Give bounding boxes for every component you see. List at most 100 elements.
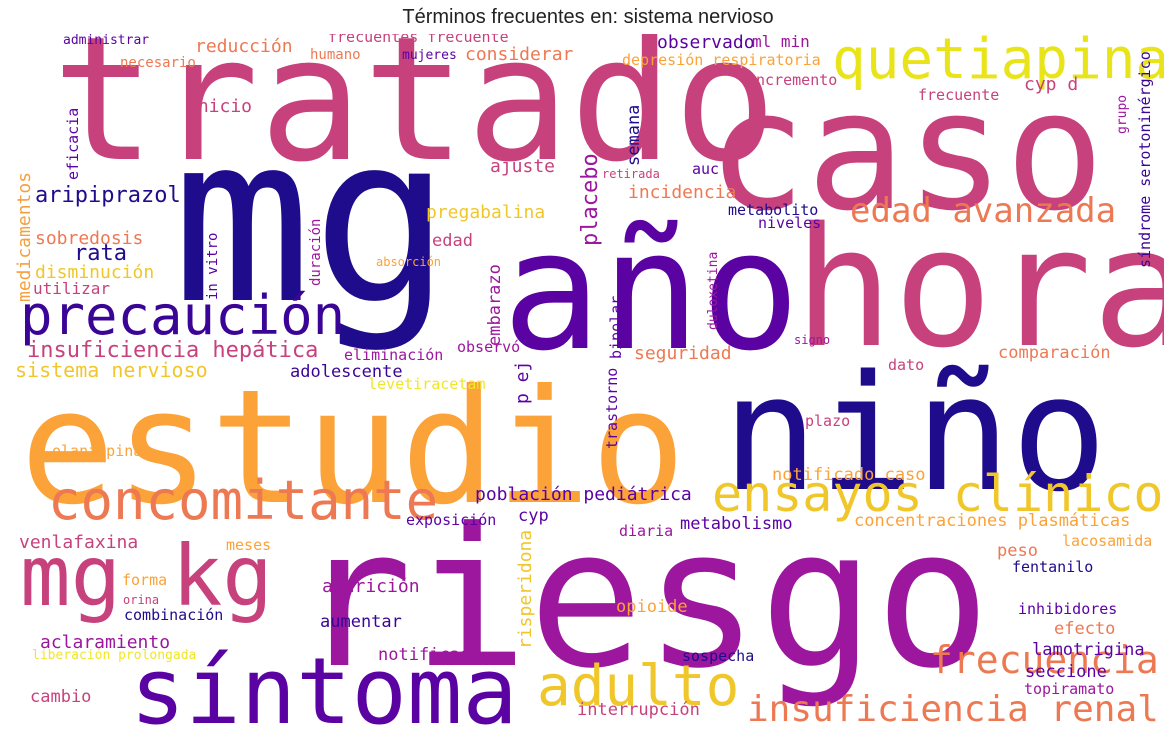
word: fentanilo xyxy=(1012,558,1094,576)
word: niveles xyxy=(758,214,822,232)
word: risperidona xyxy=(515,529,536,649)
word: inicio xyxy=(187,96,253,117)
word: insuficiencia hepática xyxy=(27,338,319,363)
word: síndrome serotoninérgico xyxy=(1136,51,1154,268)
word: adolescente xyxy=(290,362,403,382)
word: notificado xyxy=(378,645,481,665)
word: mujeres xyxy=(402,48,457,63)
word: tratado xyxy=(52,34,777,200)
word: liberación prolongada xyxy=(32,648,197,663)
word: auc xyxy=(692,160,720,178)
word: plazo xyxy=(805,412,851,430)
word: grupo xyxy=(1115,94,1130,134)
word: semana xyxy=(624,104,644,166)
word: lacosamida xyxy=(1062,532,1153,550)
word: insuficiencia renal xyxy=(747,689,1159,730)
word: ml min xyxy=(752,34,810,51)
word: administrar xyxy=(63,34,150,48)
word: riesgo xyxy=(297,488,991,711)
word: hora xyxy=(794,192,1164,384)
word: levetiracetam xyxy=(368,375,486,393)
word: seguridad xyxy=(634,343,732,364)
word: síntoma xyxy=(130,638,518,737)
word: observado xyxy=(657,34,755,53)
word: eliminación xyxy=(344,346,444,364)
word: observó xyxy=(457,338,521,356)
word: necesario xyxy=(120,55,196,71)
word: peso xyxy=(997,541,1038,561)
word: precaución xyxy=(20,284,346,347)
word: p ej xyxy=(512,360,533,404)
word: estudio xyxy=(20,356,686,540)
word: caso xyxy=(707,55,1105,247)
word: absorción xyxy=(376,255,442,269)
word: diaria xyxy=(619,522,674,540)
word: año xyxy=(502,195,801,387)
word: retirada xyxy=(602,167,660,181)
word: comparación xyxy=(998,343,1111,363)
word: utilizar xyxy=(33,279,111,298)
word: aclaramiento xyxy=(40,632,171,653)
word: bipolar xyxy=(607,295,625,359)
word: humano xyxy=(310,47,361,63)
word: pregabalina xyxy=(426,202,546,223)
word: duración xyxy=(308,218,324,286)
word: concomitante xyxy=(48,469,439,532)
word: reducción xyxy=(195,36,293,57)
word: niño xyxy=(722,340,1108,527)
word: lamotrigina xyxy=(1032,640,1145,660)
word: embarazo xyxy=(485,264,505,346)
word: notificado caso xyxy=(772,465,926,485)
word: incremento xyxy=(747,71,838,89)
word: venlafaxina xyxy=(19,532,139,553)
word: eficacia xyxy=(64,107,82,180)
word: ensayos clínico xyxy=(712,465,1164,523)
word: interrupción xyxy=(577,700,700,720)
word: frecuentes frecuente xyxy=(328,34,509,46)
word: seccione xyxy=(1025,662,1107,682)
word: opioide xyxy=(616,597,688,617)
word: metabolito xyxy=(728,201,819,219)
word: ajuste xyxy=(490,156,556,177)
word: cyp d xyxy=(1024,74,1079,95)
word: efecto xyxy=(1054,619,1116,639)
word: in vitro xyxy=(205,232,221,300)
word: edad avanzada xyxy=(850,191,1117,231)
word: disminución xyxy=(35,262,155,283)
chart-title: Términos frecuentes en: sistema nervioso xyxy=(402,6,774,28)
word: frecuencia xyxy=(930,638,1159,682)
word: mg kg xyxy=(20,527,273,625)
word: combinación xyxy=(124,606,224,624)
word: sobredosis xyxy=(35,228,144,249)
word: sistema nervioso xyxy=(15,358,208,382)
word: meses xyxy=(226,536,272,554)
word: incidencia xyxy=(628,182,737,203)
word: adulto xyxy=(537,654,740,719)
word: forma xyxy=(122,571,168,589)
word: rata xyxy=(74,241,127,266)
word: depresión respiratoria xyxy=(622,51,821,69)
word: placebo xyxy=(578,153,603,246)
word: olanzapina xyxy=(52,442,143,460)
word: topiramato xyxy=(1024,680,1115,698)
word: sospecha xyxy=(682,647,755,665)
word: quetiapina xyxy=(832,34,1164,92)
word: metabolismo xyxy=(680,514,793,534)
word: duloxetina xyxy=(706,251,721,330)
word: aumentar xyxy=(320,612,402,632)
word: inhibidores xyxy=(1018,600,1118,618)
word-cloud: tratado mg caso año hora niño estudio ri… xyxy=(12,34,1164,736)
word: cyp xyxy=(518,506,549,526)
word: aparición xyxy=(322,576,420,597)
word: medicamentos xyxy=(14,171,35,302)
word: población pediátrica xyxy=(475,484,692,505)
word: aripiprazol xyxy=(35,183,181,208)
word: exposición xyxy=(406,511,497,529)
word: edad xyxy=(432,231,473,251)
word: cambio xyxy=(30,687,92,707)
word: mg xyxy=(172,85,452,355)
word: trastorno xyxy=(603,367,621,449)
word: orina xyxy=(123,593,160,607)
word: considerar xyxy=(465,44,574,65)
word: concentraciones plasmáticas xyxy=(854,511,1131,531)
